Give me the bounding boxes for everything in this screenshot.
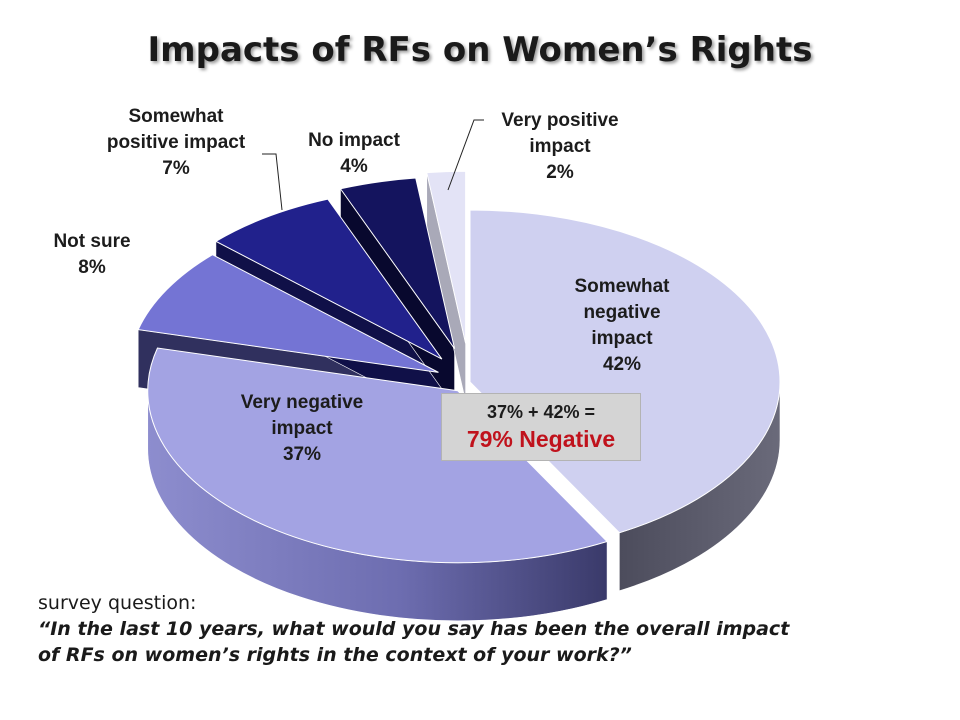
- slice-label-line: Very negative: [240, 392, 364, 413]
- negative-total-callout: 37% + 42% = 79% Negative: [441, 393, 641, 461]
- pie-slice-3: [214, 198, 443, 360]
- slice-value-label: 37%: [282, 444, 322, 465]
- slice-label-0: Somewhat negative impact 42%: [574, 274, 669, 378]
- slice-label-line: No impact: [308, 130, 400, 151]
- slice-label-1: Very negative impact 37%: [241, 390, 364, 468]
- slice-label-line: Somewhat: [128, 106, 224, 127]
- slice-value-label: 8%: [78, 257, 106, 278]
- slice-label-2: Not sure 8%: [53, 229, 130, 281]
- pie-slice-1: [147, 347, 609, 564]
- slice-label-3: Somewhat positive impact 7%: [107, 104, 245, 182]
- question-label: survey question:: [38, 592, 197, 614]
- slice-label-line: Not sure: [53, 231, 131, 252]
- leader-line-5: [447, 119, 484, 191]
- pie-slice-5: [426, 170, 467, 344]
- slice-label-4: No impact 4%: [308, 128, 400, 180]
- slice-label-line: Very positive: [501, 110, 619, 131]
- slice-label-line: positive impact: [106, 132, 246, 153]
- slice-value-label: 4%: [340, 156, 368, 177]
- slice-label-line: impact: [591, 328, 653, 349]
- slice-label-line: impact: [271, 418, 333, 439]
- pie-slice-2: [137, 254, 439, 373]
- survey-question: survey question: “In the last 10 years, …: [38, 590, 938, 668]
- slice-value-label: 7%: [162, 158, 190, 179]
- pie-slice-4: [339, 177, 456, 349]
- leader-line-3: [262, 153, 283, 211]
- slice-label-line: Somewhat: [574, 276, 670, 297]
- slice-label-line: impact: [529, 136, 591, 157]
- callout-total: 79% Negative: [466, 426, 616, 452]
- slice-value-label: 2%: [546, 162, 574, 183]
- chart-title: Impacts of RFs on Women’s Rights: [147, 30, 813, 70]
- slice-value-label: 42%: [602, 354, 642, 375]
- callout-sum: 37% + 42% =: [486, 402, 596, 422]
- question-text: “In the last 10 years, what would you sa…: [38, 618, 790, 666]
- slice-label-line: negative: [583, 302, 661, 323]
- slice-label-5: Very positive impact 2%: [501, 108, 618, 186]
